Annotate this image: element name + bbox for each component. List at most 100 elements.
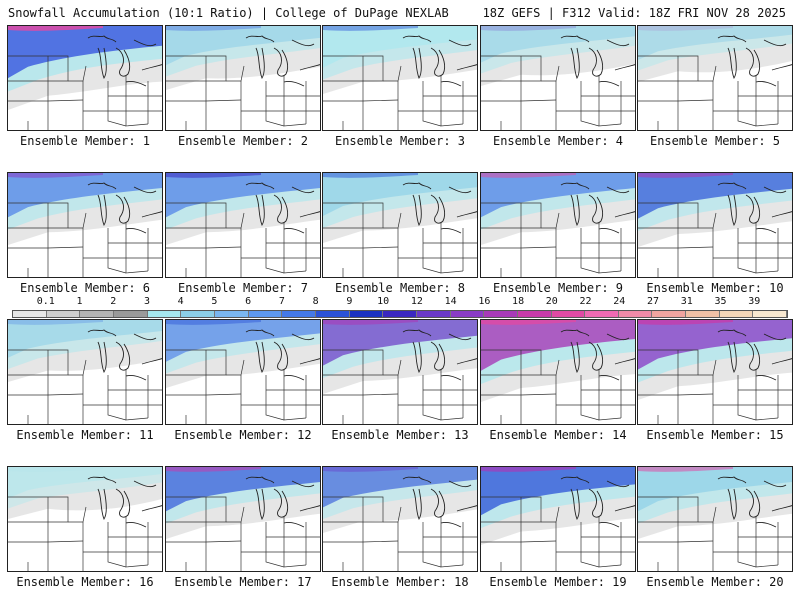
snowfall-map	[638, 173, 792, 277]
ensemble-member-label: Ensemble Member: 19	[489, 575, 627, 589]
colorbar-swatch	[147, 311, 182, 317]
ensemble-member-label: Ensemble Member: 14	[489, 428, 627, 442]
colorbar-swatch	[282, 311, 316, 317]
colorbar-swatch	[113, 311, 148, 317]
ensemble-member-label: Ensemble Member: 18	[331, 575, 469, 589]
snowfall-map	[8, 467, 162, 571]
ensemble-member-label: Ensemble Member: 16	[16, 575, 154, 589]
ensemble-member-label: Ensemble Member: 11	[16, 428, 154, 442]
ensemble-map-panel	[7, 172, 163, 278]
snowfall-map	[323, 467, 477, 571]
snowfall-map	[166, 26, 320, 130]
ensemble-map-panel	[637, 25, 793, 131]
ensemble-map-panel	[7, 25, 163, 131]
colorbar-tick-label: 35	[714, 296, 727, 307]
ensemble-member-label: Ensemble Member: 3	[334, 134, 466, 148]
snowfall-map	[166, 320, 320, 424]
colorbar-tick-label: 8	[312, 296, 319, 307]
colorbar-swatch	[46, 311, 81, 317]
ensemble-member-label: Ensemble Member: 12	[174, 428, 312, 442]
ensemble-member-label: Ensemble Member: 5	[649, 134, 781, 148]
snowfall-map	[166, 173, 320, 277]
snowfall-map	[323, 26, 477, 130]
colorbar-swatch	[652, 311, 687, 317]
ensemble-map-panel	[322, 172, 478, 278]
ensemble-member-label: Ensemble Member: 2	[177, 134, 309, 148]
snowfall-map	[638, 467, 792, 571]
colorbar-tick-label: 9	[346, 296, 353, 307]
snowfall-map	[8, 26, 162, 130]
ensemble-map-panel	[7, 466, 163, 572]
colorbar-swatch	[585, 311, 619, 317]
ensemble-member-label: Ensemble Member: 8	[334, 281, 466, 295]
map-title: Snowfall Accumulation (10:1 Ratio) | Col…	[8, 6, 449, 20]
ensemble-map-panel	[480, 25, 636, 131]
ensemble-member-label: Ensemble Member: 13	[331, 428, 469, 442]
colorbar-tick-label: 14	[444, 296, 457, 307]
colorbar-tick-label: 2	[110, 296, 117, 307]
colorbar-swatch	[248, 311, 283, 317]
colorbar-tick-label: 3	[143, 296, 150, 307]
colorbar-swatch	[416, 311, 451, 317]
colorbar-tick-label: 10	[377, 296, 390, 307]
colorbar-swatch	[13, 311, 47, 317]
ensemble-map-panel	[165, 466, 321, 572]
colorbar-tick-label: 7	[278, 296, 285, 307]
ensemble-map-panel	[480, 466, 636, 572]
colorbar-swatch	[450, 311, 485, 317]
ensemble-map-panel	[322, 319, 478, 425]
ensemble-member-label: Ensemble Member: 17	[174, 575, 312, 589]
colorbar-swatch	[517, 311, 552, 317]
ensemble-member-label: Ensemble Member: 20	[646, 575, 784, 589]
colorbar-tick-label: 5	[211, 296, 218, 307]
snowfall-map	[166, 467, 320, 571]
ensemble-map-panel	[637, 466, 793, 572]
snowfall-map	[8, 320, 162, 424]
colorbar-swatch	[349, 311, 384, 317]
snowfall-map	[481, 173, 635, 277]
colorbar-swatch	[484, 311, 518, 317]
colorbar-tick-label: 22	[579, 296, 592, 307]
colorbar	[12, 310, 788, 318]
colorbar-swatch	[618, 311, 653, 317]
colorbar-swatch	[686, 311, 720, 317]
ensemble-map-panel	[637, 319, 793, 425]
colorbar-swatch	[719, 311, 754, 317]
ensemble-map-panel	[165, 319, 321, 425]
snowfall-map	[8, 173, 162, 277]
ensemble-member-label: Ensemble Member: 10	[646, 281, 784, 295]
ensemble-map-panel	[480, 319, 636, 425]
colorbar-tick-label: 24	[613, 296, 626, 307]
snowfall-map	[638, 320, 792, 424]
ensemble-map-panel	[637, 172, 793, 278]
colorbar-tick-label: 16	[478, 296, 491, 307]
colorbar-tick-label: 1	[76, 296, 83, 307]
colorbar-scale: 0.1 1 2 3 4 5 6 7 8 9 10 12 14 16 18 20 22 24 27 31 35 39	[12, 296, 788, 318]
ensemble-member-label: Ensemble Member: 1	[19, 134, 151, 148]
colorbar-tick-label: 12	[410, 296, 423, 307]
ensemble-member-label: Ensemble Member: 6	[19, 281, 151, 295]
ensemble-map-panel	[165, 172, 321, 278]
colorbar-tick-label: 27	[647, 296, 660, 307]
snowfall-map	[323, 320, 477, 424]
ensemble-map-panel	[165, 25, 321, 131]
colorbar-swatch	[551, 311, 586, 317]
ensemble-map-panel	[7, 319, 163, 425]
colorbar-swatch	[315, 311, 350, 317]
colorbar-swatch	[753, 311, 788, 317]
colorbar-tick-label: 39	[748, 296, 761, 307]
colorbar-tick-label: 4	[177, 296, 184, 307]
colorbar-swatch	[383, 311, 417, 317]
colorbar-swatch	[214, 311, 249, 317]
colorbar-tick-label: 18	[512, 296, 525, 307]
colorbar-tick-label: 6	[245, 296, 252, 307]
colorbar-swatch	[80, 311, 114, 317]
ensemble-member-label: Ensemble Member: 4	[492, 134, 624, 148]
ensemble-map-panel	[322, 466, 478, 572]
ensemble-member-label: Ensemble Member: 7	[177, 281, 309, 295]
colorbar-tick-label: 31	[680, 296, 693, 307]
ensemble-map-panel	[480, 172, 636, 278]
snowfall-map	[481, 320, 635, 424]
snowfall-map	[638, 26, 792, 130]
colorbar-swatch	[181, 311, 215, 317]
